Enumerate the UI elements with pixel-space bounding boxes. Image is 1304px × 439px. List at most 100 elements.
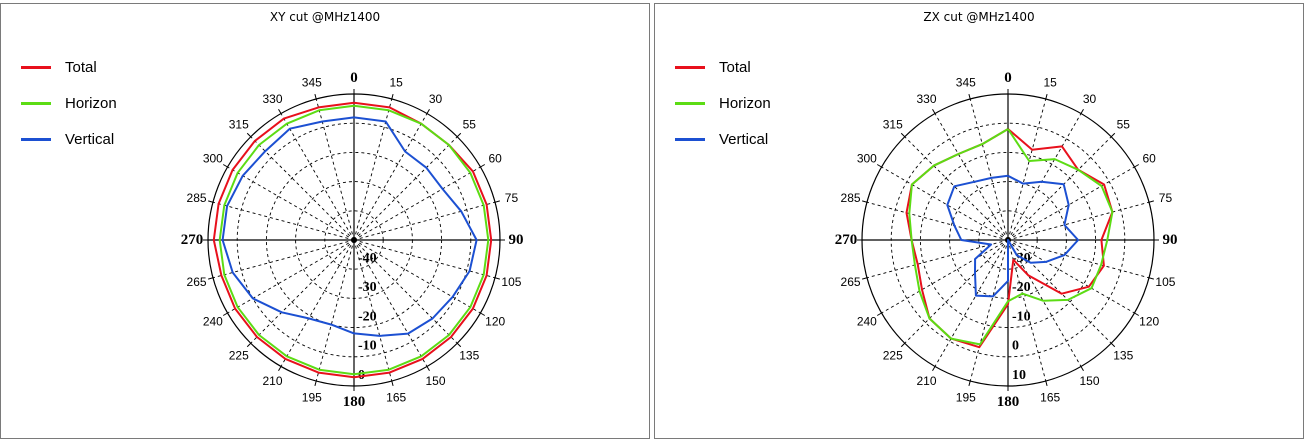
angle-tick-label: 0: [1004, 70, 1012, 86]
angle-tick-mark: [314, 380, 317, 386]
angle-tick-label: 330: [916, 92, 936, 106]
angle-tick-label: 150: [1079, 374, 1099, 388]
angle-tick-label: 225: [883, 348, 903, 362]
series-line-horizon: [218, 104, 490, 376]
angle-tick-label: 180: [343, 394, 366, 410]
angle-tick-mark: [1148, 200, 1154, 203]
polar-plot-area: 0 15 30 55 60 75 90 105 120 135 150 165 180 195 210 225…: [181, 70, 524, 410]
radial-tick-label: -10: [358, 339, 377, 354]
grid-spoke: [280, 239, 355, 367]
legend-swatch-total: [675, 65, 705, 69]
angle-tick-label: 265: [841, 275, 861, 289]
grid-spoke: [353, 113, 428, 241]
radial-tick-label: -40: [358, 251, 377, 266]
angle-tick-mark: [968, 94, 971, 100]
angle-tick-label: 120: [1139, 315, 1159, 329]
angle-tick-label: 15: [390, 76, 404, 90]
grid-spoke: [1007, 239, 1135, 314]
angle-tick-mark: [456, 342, 462, 348]
angle-tick-mark: [1080, 366, 1084, 372]
angle-tick-label: 55: [1117, 118, 1131, 132]
angle-tick-label: 60: [1142, 152, 1156, 166]
chart-legend: Total Horizon Vertical: [675, 49, 771, 157]
angle-tick-label: 105: [1155, 275, 1175, 289]
angle-tick-mark: [900, 132, 906, 138]
chart-title: ZX cut @MHz1400: [923, 10, 1035, 24]
legend-swatch-vertical: [675, 137, 705, 141]
chart-title: XY cut @MHz1400: [269, 10, 381, 24]
polar-plot-area: 0 15 30 55 60 75 90 105 120 135 150 165 180 195 210 225…: [835, 70, 1178, 410]
chart-legend: Total Horizon Vertical: [21, 49, 117, 157]
radial-tick-label: -20: [358, 309, 377, 324]
angle-tick-mark: [391, 94, 394, 100]
grid-spoke: [315, 239, 355, 382]
angle-tick-label: 270: [835, 232, 858, 248]
angle-tick-label: 165: [1040, 390, 1060, 404]
grid-spoke: [353, 239, 481, 314]
legend-swatch-vertical: [21, 137, 51, 141]
grid-spoke: [280, 113, 355, 241]
angle-tick-mark: [208, 277, 214, 280]
legend-item-total: Total: [21, 49, 117, 85]
angle-tick-mark: [1045, 94, 1048, 100]
legend-item-vertical: Vertical: [21, 121, 117, 157]
angle-tick-label: 285: [841, 191, 861, 205]
angle-tick-mark: [494, 200, 500, 203]
grid-spoke: [353, 136, 458, 241]
legend-swatch-horizon: [675, 101, 705, 105]
grid-spoke: [969, 239, 1009, 382]
legend-label-horizon: Horizon: [719, 94, 771, 112]
grid-spoke: [881, 166, 1009, 241]
grid-spoke: [934, 113, 1009, 241]
angle-tick-mark: [876, 164, 882, 168]
grid-spoke: [353, 239, 458, 344]
angle-tick-mark: [456, 132, 462, 138]
angle-tick-mark: [1110, 132, 1116, 138]
angle-tick-mark: [1134, 164, 1140, 168]
angle-tick-label: 330: [262, 92, 282, 106]
grid-spoke: [1007, 239, 1150, 279]
grid-spoke: [250, 136, 355, 241]
angle-tick-label: 300: [203, 152, 223, 166]
angle-tick-label: 210: [916, 374, 936, 388]
grid-spoke: [353, 166, 481, 241]
angle-tick-label: 30: [429, 92, 443, 106]
legend-swatch-total: [21, 65, 51, 69]
series-line-vertical: [221, 116, 478, 337]
series-line-horizon: [908, 128, 1114, 346]
angle-tick-label: 120: [485, 315, 505, 329]
polar-chart-xy: XY cut @MHz1400 Total Horizon Vertical 0…: [0, 3, 650, 439]
angle-tick-mark: [246, 132, 252, 138]
legend-label-vertical: Vertical: [719, 130, 769, 148]
grid-spoke: [1007, 201, 1150, 241]
legend-item-total: Total: [675, 49, 771, 85]
grid-spoke: [353, 239, 428, 367]
grid-spoke: [866, 239, 1009, 279]
angle-tick-label: 90: [1163, 232, 1178, 248]
angle-tick-mark: [1110, 342, 1116, 348]
angle-tick-mark: [932, 108, 936, 114]
series-line-total: [212, 101, 493, 379]
angle-tick-mark: [1045, 380, 1048, 386]
angle-tick-mark: [1134, 312, 1140, 316]
radial-tick-label: -30: [358, 280, 377, 295]
grid-spoke: [881, 239, 1009, 314]
grid-spoke: [250, 239, 355, 344]
angle-tick-mark: [426, 366, 430, 372]
angle-tick-label: 90: [509, 232, 524, 248]
angle-tick-label: 75: [505, 191, 519, 205]
angle-tick-label: 240: [203, 315, 223, 329]
grid-spoke: [1007, 166, 1135, 241]
angle-tick-label: 240: [857, 315, 877, 329]
angle-tick-label: 135: [1113, 348, 1133, 362]
legend-label-horizon: Horizon: [65, 94, 117, 112]
angle-tick-label: 315: [229, 118, 249, 132]
angle-tick-label: 270: [181, 232, 204, 248]
angle-tick-mark: [222, 164, 228, 168]
polar-chart-zx: ZX cut @MHz1400 Total Horizon Vertical 0…: [654, 3, 1304, 439]
angle-tick-label: 15: [1044, 76, 1058, 90]
angle-tick-label: 105: [501, 275, 521, 289]
angle-tick-mark: [208, 200, 214, 203]
angle-tick-label: 30: [1083, 92, 1097, 106]
grid-spoke: [353, 201, 496, 241]
